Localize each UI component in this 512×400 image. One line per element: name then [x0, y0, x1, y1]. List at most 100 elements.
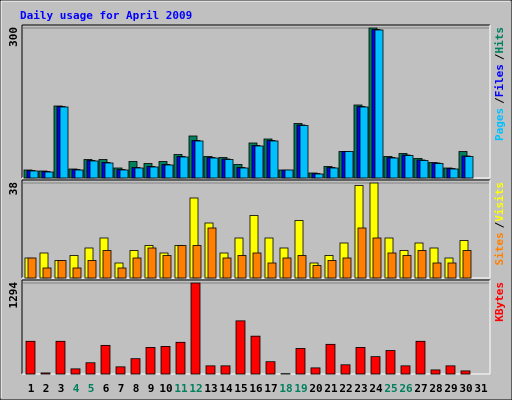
bar: [357, 227, 367, 279]
legend-entry: Visits: [493, 182, 506, 222]
bar: [312, 265, 322, 279]
bar: [194, 140, 204, 179]
bar: [415, 340, 426, 375]
bar: [385, 350, 396, 375]
x-tick-label: 14: [219, 382, 233, 395]
bar: [265, 361, 276, 375]
x-tick-label: 23: [354, 382, 367, 395]
bar: [147, 247, 157, 279]
bar: [134, 167, 144, 179]
legend-entry: Sites: [493, 232, 506, 265]
x-tick-label: 22: [339, 382, 352, 395]
bar: [344, 151, 354, 179]
bar: [220, 365, 231, 375]
bar: [449, 168, 459, 179]
x-tick-label: 30: [459, 382, 472, 395]
bar: [115, 366, 126, 375]
bar: [295, 348, 306, 375]
legend: Pages/Files/Hits: [493, 27, 506, 141]
bar: [400, 365, 411, 375]
bar: [104, 162, 114, 179]
y-tick-label: 300: [7, 27, 20, 47]
bar: [239, 167, 249, 179]
bar: [432, 262, 442, 279]
bar: [44, 171, 54, 179]
bar: [117, 267, 127, 279]
bar: [237, 255, 247, 279]
bar: [464, 156, 474, 179]
x-tick-label: 21: [324, 382, 338, 395]
legend-entry: KBytes: [493, 282, 506, 322]
legend-separator: /: [493, 53, 506, 60]
y-tick-label: 1294: [7, 282, 20, 309]
legend-separator: /: [493, 97, 506, 104]
x-tick-label: 10: [159, 382, 172, 395]
bar: [282, 257, 292, 279]
bar: [40, 372, 51, 375]
bar: [130, 358, 141, 375]
x-tick-label: 18: [279, 382, 292, 395]
legend-entry: Pages: [493, 108, 506, 141]
chart-title: Daily usage for April 2009: [20, 9, 192, 22]
bar: [340, 364, 351, 375]
bar: [374, 29, 384, 179]
x-tick-label: 13: [204, 382, 217, 395]
x-tick-label: 6: [103, 382, 110, 395]
bar: [299, 125, 309, 179]
bar: [190, 282, 201, 375]
bar: [59, 106, 69, 179]
x-tick-label: 3: [58, 382, 65, 395]
bar: [119, 169, 129, 179]
bar: [160, 346, 171, 375]
bar: [235, 320, 246, 375]
bar: [27, 257, 37, 279]
x-tick-label: 4: [73, 382, 80, 395]
bar: [55, 340, 66, 375]
x-tick-label: 12: [189, 382, 202, 395]
x-tick-label: 15: [234, 382, 247, 395]
x-tick-label: 9: [148, 382, 155, 395]
x-tick-label: 25: [384, 382, 397, 395]
legend-entry: Files: [493, 64, 506, 97]
bar: [85, 362, 96, 375]
bar: [327, 260, 337, 279]
bar: [372, 237, 382, 279]
bar: [387, 252, 397, 279]
x-tick-label: 28: [429, 382, 442, 395]
x-tick-label: 7: [118, 382, 125, 395]
bar: [342, 257, 352, 279]
bar: [445, 365, 456, 375]
bar: [162, 255, 172, 279]
bar: [179, 156, 189, 179]
x-tick-label: 24: [369, 382, 383, 395]
bar: [100, 344, 111, 375]
bar: [70, 368, 81, 375]
x-tick-label: 8: [133, 382, 140, 395]
bar: [254, 145, 264, 179]
y-tick-label: 38: [7, 182, 20, 195]
bar: [402, 255, 412, 279]
x-tick-label: 17: [264, 382, 277, 395]
bar: [434, 163, 444, 179]
bar: [72, 267, 82, 279]
bar: [419, 160, 429, 179]
bar: [57, 260, 67, 279]
bar: [447, 262, 457, 279]
x-tick-label: 20: [309, 382, 322, 395]
bar: [310, 367, 321, 375]
x-tick-label: 19: [294, 382, 307, 395]
bar: [177, 245, 187, 279]
bar: [269, 140, 279, 179]
x-tick-label: 31: [474, 382, 488, 395]
x-tick-label: 27: [414, 382, 427, 395]
bar: [314, 173, 324, 179]
bar: [74, 169, 84, 179]
bar: [25, 340, 36, 375]
bar: [149, 166, 159, 179]
bar: [359, 106, 369, 179]
bar: [87, 260, 97, 279]
bar: [132, 257, 142, 279]
bar: [250, 335, 261, 375]
bar: [42, 267, 52, 279]
x-tick-label: 2: [43, 382, 50, 395]
